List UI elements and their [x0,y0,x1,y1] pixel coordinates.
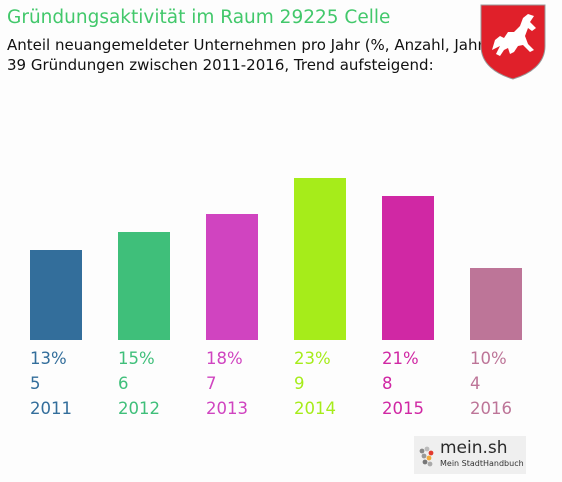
chart-summary: 39 Gründungen zwischen 2011-2016, Trend … [7,56,434,74]
count-label-2013: 7 [206,374,217,393]
bar-2012 [118,232,170,340]
bar-2011 [30,250,82,340]
percent-label-2011: 13% [30,349,67,368]
bar-2015 [382,196,434,340]
bar-2014 [294,178,346,340]
brand-logo[interactable]: mein.sh Mein StadtHandbuch [414,436,526,474]
coat-of-arms-icon [480,4,546,80]
percent-label-2016: 10% [470,349,507,368]
year-label-2014: 2014 [294,399,336,418]
count-label-2016: 4 [470,374,481,393]
year-label-2016: 2016 [470,399,512,418]
percent-label-2014: 23% [294,349,331,368]
count-label-2012: 6 [118,374,129,393]
year-label-2013: 2013 [206,399,248,418]
count-label-2014: 9 [294,374,305,393]
brand-tagline: Mein StadtHandbuch [440,459,524,468]
map-pin-icon [419,446,434,467]
bar-2013 [206,214,258,340]
chart-subtitle: Anteil neuangemeldeter Unternehmen pro J… [7,36,490,54]
bar-2016 [470,268,522,340]
percent-label-2012: 15% [118,349,155,368]
count-label-2011: 5 [30,374,41,393]
count-label-2015: 8 [382,374,393,393]
percent-label-2015: 21% [382,349,419,368]
year-label-2011: 2011 [30,399,72,418]
brand-name: mein.sh [440,438,508,458]
year-label-2012: 2012 [118,399,160,418]
percent-label-2013: 18% [206,349,243,368]
chart-title: Gründungsaktivität im Raum 29225 Celle [7,7,391,28]
year-label-2015: 2015 [382,399,424,418]
